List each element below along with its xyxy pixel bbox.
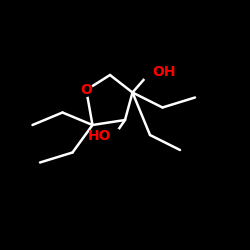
Text: O: O	[80, 83, 92, 97]
Circle shape	[80, 84, 92, 96]
Text: HO: HO	[88, 129, 111, 143]
Text: OH: OH	[152, 66, 176, 80]
Circle shape	[142, 64, 158, 80]
Circle shape	[106, 128, 122, 144]
